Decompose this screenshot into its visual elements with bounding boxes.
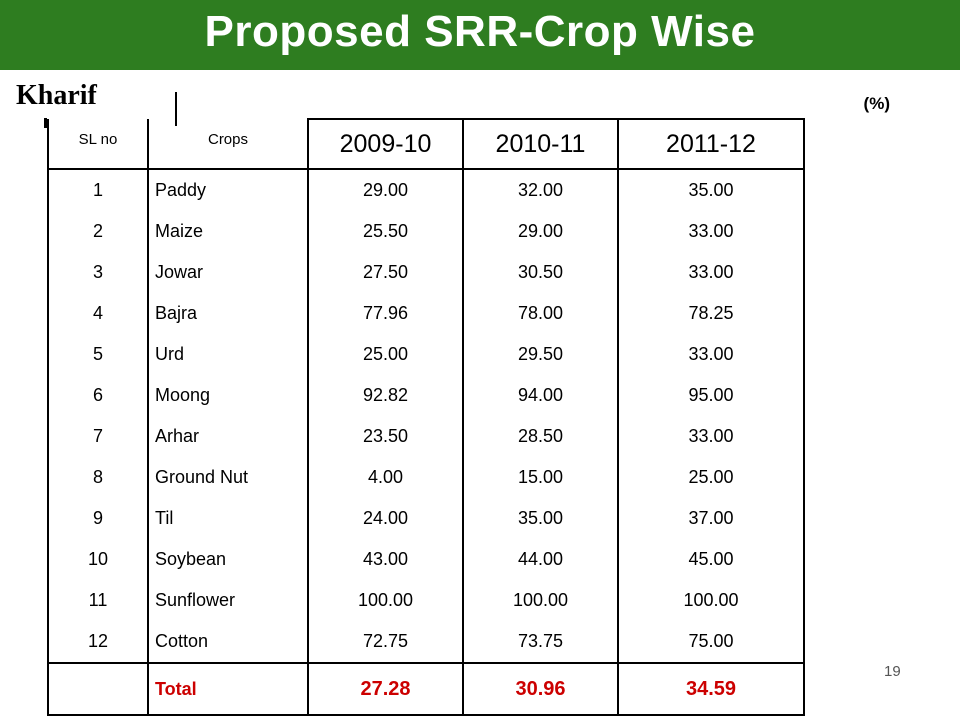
srr-table: SL no Crops 2009-10 2010-11 2011-12 1 Pa… <box>47 118 805 716</box>
crop-cell: Til <box>147 498 309 539</box>
value-cell: 33.00 <box>617 252 805 293</box>
value-cell: 35.00 <box>617 169 805 211</box>
table-row: 5 Urd 25.00 29.50 33.00 <box>47 334 805 375</box>
sl-no-cell: 3 <box>47 252 149 293</box>
value-cell: 35.00 <box>462 498 619 539</box>
sl-no-cell: 6 <box>47 375 149 416</box>
sl-no-cell: 11 <box>47 580 149 621</box>
table-row: 10 Soybean 43.00 44.00 45.00 <box>47 539 805 580</box>
crop-cell: Paddy <box>147 169 309 211</box>
crop-cell: Urd <box>147 334 309 375</box>
table-row: 1 Paddy 29.00 32.00 35.00 <box>47 169 805 211</box>
unit-label: (%) <box>863 94 890 113</box>
value-cell: 28.50 <box>462 416 619 457</box>
value-cell: 78.00 <box>462 293 619 334</box>
sl-no-cell: 1 <box>47 169 149 211</box>
column-header-2010-11: 2010-11 <box>462 118 619 170</box>
sl-no-cell: 2 <box>47 211 149 252</box>
table-row: 11 Sunflower 100.00 100.00 100.00 <box>47 580 805 621</box>
total-value-cell: 34.59 <box>617 662 805 716</box>
value-cell: 25.50 <box>307 211 464 252</box>
value-cell: 77.96 <box>307 293 464 334</box>
column-header-2009-10: 2009-10 <box>307 118 464 170</box>
value-cell: 33.00 <box>617 334 805 375</box>
crop-cell: Arhar <box>147 416 309 457</box>
value-cell: 75.00 <box>617 621 805 663</box>
table-row: 8 Ground Nut 4.00 15.00 25.00 <box>47 457 805 498</box>
value-cell: 45.00 <box>617 539 805 580</box>
divider <box>44 118 47 128</box>
sl-no-cell: 4 <box>47 293 149 334</box>
crop-cell: Ground Nut <box>147 457 309 498</box>
value-cell: 4.00 <box>307 457 464 498</box>
sl-no-cell: 10 <box>47 539 149 580</box>
table-row: 3 Jowar 27.50 30.50 33.00 <box>47 252 805 293</box>
value-cell: 43.00 <box>307 539 464 580</box>
table-row: 7 Arhar 23.50 28.50 33.00 <box>47 416 805 457</box>
value-cell: 72.75 <box>307 621 464 663</box>
value-cell: 92.82 <box>307 375 464 416</box>
total-label: Total <box>147 662 309 716</box>
divider <box>175 92 177 126</box>
sl-no-cell: 9 <box>47 498 149 539</box>
value-cell: 73.75 <box>462 621 619 663</box>
table-row: 9 Til 24.00 35.00 37.00 <box>47 498 805 539</box>
value-cell: 100.00 <box>307 580 464 621</box>
value-cell: 15.00 <box>462 457 619 498</box>
value-cell: 24.00 <box>307 498 464 539</box>
page-number: 19 <box>884 663 901 680</box>
table-row: 6 Moong 92.82 94.00 95.00 <box>47 375 805 416</box>
value-cell: 23.50 <box>307 416 464 457</box>
title-bar: Proposed SRR-Crop Wise <box>0 0 960 70</box>
column-header-2011-12: 2011-12 <box>617 118 805 170</box>
total-sl-no-cell <box>47 662 149 716</box>
sl-no-cell: 12 <box>47 621 149 663</box>
value-cell: 27.50 <box>307 252 464 293</box>
table-row: 12 Cotton 72.75 73.75 75.00 <box>47 621 805 663</box>
crop-cell: Jowar <box>147 252 309 293</box>
crop-cell: Moong <box>147 375 309 416</box>
value-cell: 44.00 <box>462 539 619 580</box>
value-cell: 94.00 <box>462 375 619 416</box>
sl-no-cell: 5 <box>47 334 149 375</box>
value-cell: 32.00 <box>462 169 619 211</box>
value-cell: 78.25 <box>617 293 805 334</box>
total-row: Total 27.28 30.96 34.59 <box>47 662 805 716</box>
value-cell: 37.00 <box>617 498 805 539</box>
value-cell: 25.00 <box>617 457 805 498</box>
slide-title: Proposed SRR-Crop Wise <box>204 7 756 56</box>
value-cell: 33.00 <box>617 416 805 457</box>
total-value-cell: 30.96 <box>462 662 619 716</box>
sl-no-cell: 7 <box>47 416 149 457</box>
value-cell: 29.00 <box>462 211 619 252</box>
column-header-crops: Crops <box>147 119 309 170</box>
value-cell: 25.00 <box>307 334 464 375</box>
value-cell: 100.00 <box>462 580 619 621</box>
value-cell: 30.50 <box>462 252 619 293</box>
total-value-cell: 27.28 <box>307 662 464 716</box>
value-cell: 100.00 <box>617 580 805 621</box>
crop-cell: Sunflower <box>147 580 309 621</box>
value-cell: 33.00 <box>617 211 805 252</box>
section-label: Kharif <box>16 80 97 111</box>
column-header-sl-no: SL no <box>47 119 149 170</box>
value-cell: 95.00 <box>617 375 805 416</box>
table-header-row: SL no Crops 2009-10 2010-11 2011-12 <box>47 118 805 170</box>
value-cell: 29.50 <box>462 334 619 375</box>
crop-cell: Cotton <box>147 621 309 663</box>
sl-no-cell: 8 <box>47 457 149 498</box>
crop-cell: Bajra <box>147 293 309 334</box>
crop-cell: Maize <box>147 211 309 252</box>
table-row: 2 Maize 25.50 29.00 33.00 <box>47 211 805 252</box>
table-row: 4 Bajra 77.96 78.00 78.25 <box>47 293 805 334</box>
crop-cell: Soybean <box>147 539 309 580</box>
value-cell: 29.00 <box>307 169 464 211</box>
